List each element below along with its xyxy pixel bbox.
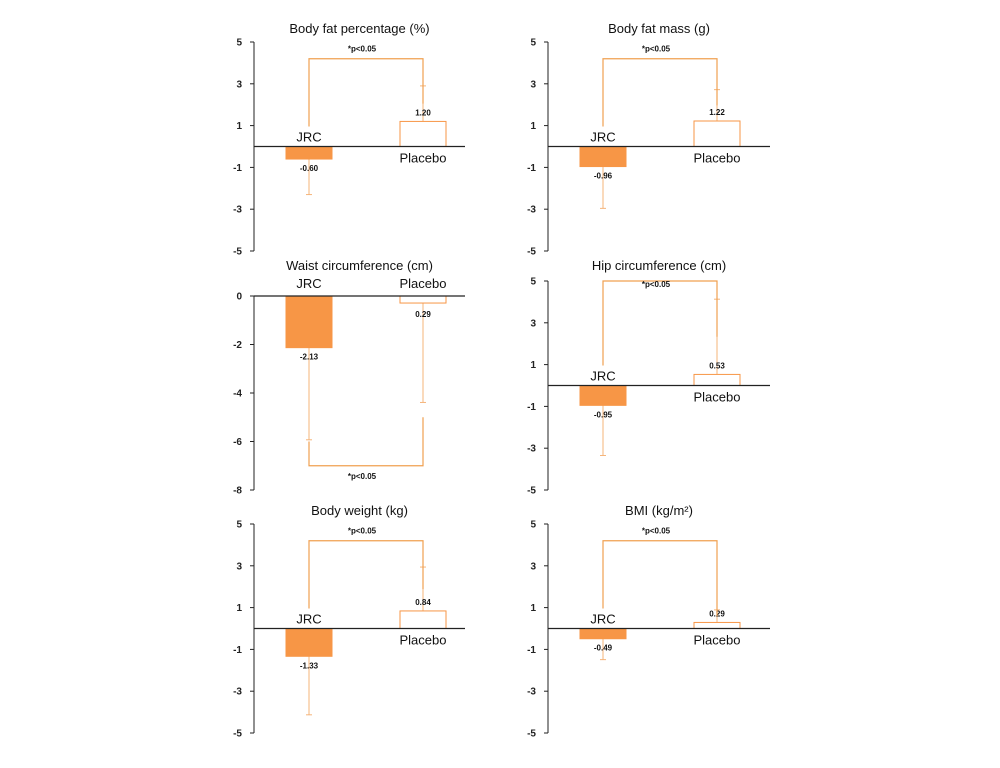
category-label-jrc: JRC (590, 369, 615, 384)
y-tick-label: -1 (233, 645, 242, 656)
bar-placebo (693, 621, 741, 630)
y-tick-label: 0 (236, 292, 242, 303)
y-tick-label: -1 (527, 402, 536, 413)
significance-bracket (602, 58, 718, 127)
category-label-placebo: Placebo (694, 633, 741, 648)
significance-bracket (602, 540, 718, 617)
y-tick-label: -3 (527, 205, 536, 216)
y-tick-label: -5 (233, 729, 242, 740)
significance-label: *p<0.05 (642, 45, 671, 54)
chart-title: Body fat percentage (%) (289, 21, 429, 36)
value-label: 0.84 (415, 598, 431, 607)
category-label-jrc: JRC (296, 612, 321, 627)
y-tick-label: 1 (236, 121, 242, 132)
bar-jrc (579, 146, 627, 168)
y-tick-label: -1 (527, 163, 536, 174)
significance-bracket (602, 280, 718, 366)
y-tick-label: -5 (527, 247, 536, 258)
significance-label: *p<0.05 (642, 527, 671, 536)
y-tick-label: -6 (233, 437, 242, 448)
significance-label: *p<0.05 (348, 527, 377, 536)
bar-jrc (579, 385, 627, 406)
significance-bracket (308, 417, 424, 467)
bar-jrc (579, 628, 627, 640)
y-tick-label: 5 (236, 520, 242, 531)
y-tick-label: -3 (527, 444, 536, 455)
chart-panel-2: Body fat mass (g) 5 3 1 -1 -3 -5 -0.96 JRC 1.22 Pl… (527, 21, 770, 258)
y-tick-label: -4 (233, 389, 242, 400)
chart-panel-1: Body fat percentage (%) 5 3 1 -1 -3 -5 -0.60 JRC… (233, 21, 465, 258)
chart-panel-3: Waist circumference (cm) 0 -2 -4 -6 -8 -2.13 JR… (233, 258, 465, 497)
y-tick-label: -3 (233, 205, 242, 216)
value-label: 0.53 (709, 361, 725, 370)
y-tick-label: 5 (530, 520, 536, 531)
y-tick-label: -2 (233, 340, 242, 351)
y-tick-label: -5 (527, 729, 536, 740)
category-label-placebo: Placebo (400, 276, 447, 291)
chart-panel-5: Body weight (kg) 5 3 1 -1 -3 -5 -1.33 JRC 0.84 Pla… (233, 503, 465, 740)
y-tick-label: -5 (527, 486, 536, 497)
significance-bracket (308, 540, 424, 609)
y-tick-label: -8 (233, 486, 242, 497)
value-label: 1.22 (709, 108, 725, 117)
bar-placebo (399, 610, 447, 629)
bar-jrc (285, 628, 333, 657)
chart-title: Hip circumference (cm) (592, 258, 726, 273)
y-tick-label: 3 (530, 79, 536, 90)
category-label-placebo: Placebo (694, 151, 741, 166)
chart-panel-4: Hip circumference (cm) 5 3 1 -1 -3 -5 -0.95 JRC 0… (527, 258, 770, 497)
y-tick-label: 3 (530, 318, 536, 329)
bar-jrc (285, 295, 333, 349)
value-label: -2.13 (300, 353, 319, 362)
y-tick-label: 5 (530, 277, 536, 288)
value-label: 1.20 (415, 108, 431, 117)
y-tick-label: 3 (236, 561, 242, 572)
value-label: -1.33 (300, 661, 319, 670)
value-label: -0.49 (594, 644, 613, 653)
value-label: -0.96 (594, 172, 613, 181)
category-label-jrc: JRC (296, 276, 321, 291)
bar-jrc (285, 146, 333, 160)
bar-placebo (399, 120, 447, 147)
y-tick-label: -1 (527, 645, 536, 656)
bar-placebo (399, 295, 447, 304)
chart-title: Waist circumference (cm) (286, 258, 433, 273)
y-tick-label: 1 (236, 603, 242, 614)
y-tick-label: -3 (527, 687, 536, 698)
category-label-jrc: JRC (590, 612, 615, 627)
y-tick-label: 1 (530, 360, 536, 371)
significance-bracket (308, 58, 424, 127)
significance-label: *p<0.05 (642, 280, 671, 289)
value-label: -0.60 (300, 164, 319, 173)
category-label-jrc: JRC (590, 130, 615, 145)
category-label-jrc: JRC (296, 130, 321, 145)
value-label: 0.29 (415, 310, 431, 319)
y-tick-label: -5 (233, 247, 242, 258)
value-label: -0.95 (594, 410, 613, 419)
y-tick-label: -3 (233, 687, 242, 698)
chart-title: Body weight (kg) (311, 503, 408, 518)
y-tick-label: 1 (530, 121, 536, 132)
category-label-placebo: Placebo (400, 633, 447, 648)
chart-title: BMI (kg/m²) (625, 503, 693, 518)
chart-title: Body fat mass (g) (608, 21, 710, 36)
y-tick-label: 5 (530, 38, 536, 49)
category-label-placebo: Placebo (694, 390, 741, 405)
significance-label: *p<0.05 (348, 45, 377, 54)
y-tick-label: 5 (236, 38, 242, 49)
y-tick-label: 3 (530, 561, 536, 572)
y-tick-label: -1 (233, 163, 242, 174)
y-tick-label: 1 (530, 603, 536, 614)
significance-label: *p<0.05 (348, 472, 377, 481)
bar-placebo (693, 373, 741, 387)
y-tick-label: 3 (236, 79, 242, 90)
category-label-placebo: Placebo (400, 151, 447, 166)
bar-placebo (693, 120, 741, 147)
